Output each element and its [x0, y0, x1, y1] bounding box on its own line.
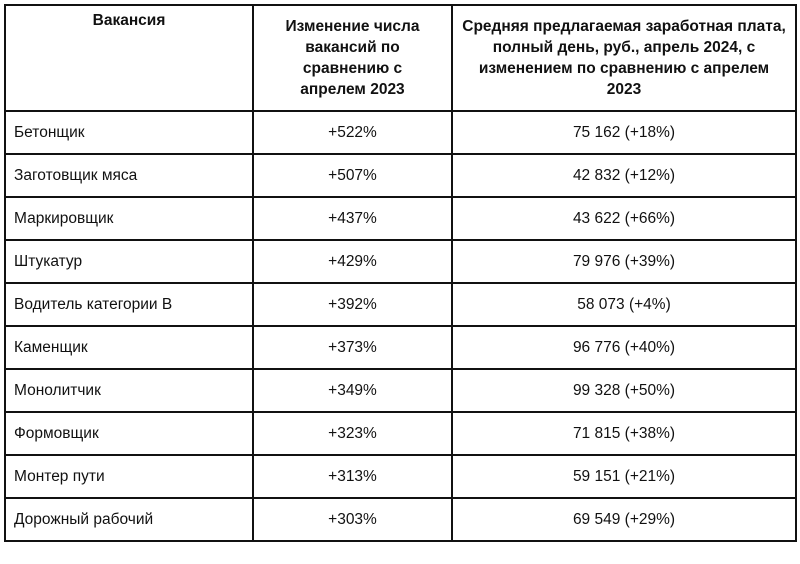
salary-value: 99 328 (+50%): [451, 368, 797, 413]
salary-value: 71 815 (+38%): [451, 411, 797, 456]
vacancy-name: Монолитчик: [4, 368, 254, 413]
vacancy-name: Маркировщик: [4, 196, 254, 241]
vacancy-name: Штукатур: [4, 239, 254, 284]
vacancy-change: +303%: [252, 497, 453, 542]
table-row: Маркировщик +437% 43 622 (+66%): [4, 196, 797, 241]
vacancy-change: +429%: [252, 239, 453, 284]
header-vacancy-change: Изменение числа вакансий по сравнению с …: [252, 4, 453, 112]
vacancy-change: +349%: [252, 368, 453, 413]
vacancy-name: Дорожный рабочий: [4, 497, 254, 542]
vacancy-name: Монтер пути: [4, 454, 254, 499]
salary-value: 42 832 (+12%): [451, 153, 797, 198]
vacancy-name: Каменщик: [4, 325, 254, 370]
vacancy-name: Формовщик: [4, 411, 254, 456]
table-row: Монтер пути +313% 59 151 (+21%): [4, 454, 797, 499]
vacancy-name: Бетонщик: [4, 110, 254, 155]
salary-value: 69 549 (+29%): [451, 497, 797, 542]
salary-value: 75 162 (+18%): [451, 110, 797, 155]
vacancy-change: +437%: [252, 196, 453, 241]
salary-value: 59 151 (+21%): [451, 454, 797, 499]
header-salary: Средняя предлагаемая заработная плата, п…: [451, 4, 797, 112]
table-row: Штукатур +429% 79 976 (+39%): [4, 239, 797, 284]
salary-value: 79 976 (+39%): [451, 239, 797, 284]
salary-value: 43 622 (+66%): [451, 196, 797, 241]
table-row: Заготовщик мяса +507% 42 832 (+12%): [4, 153, 797, 198]
vacancy-change: +522%: [252, 110, 453, 155]
table-row: Формовщик +323% 71 815 (+38%): [4, 411, 797, 456]
vacancy-change: +392%: [252, 282, 453, 327]
vacancy-name: Заготовщик мяса: [4, 153, 254, 198]
header-row: Вакансия Изменение числа вакансий по сра…: [4, 4, 797, 112]
salary-value: 58 073 (+4%): [451, 282, 797, 327]
table-row: Дорожный рабочий +303% 69 549 (+29%): [4, 497, 797, 542]
vacancy-name: Водитель категории В: [4, 282, 254, 327]
vacancy-change: +323%: [252, 411, 453, 456]
table-row: Каменщик +373% 96 776 (+40%): [4, 325, 797, 370]
table-row: Бетонщик +522% 75 162 (+18%): [4, 110, 797, 155]
vacancy-change: +373%: [252, 325, 453, 370]
table-row: Водитель категории В +392% 58 073 (+4%): [4, 282, 797, 327]
table-row: Монолитчик +349% 99 328 (+50%): [4, 368, 797, 413]
vacancies-table: Вакансия Изменение числа вакансий по сра…: [4, 4, 797, 542]
header-vacancy: Вакансия: [4, 4, 254, 112]
vacancy-change: +313%: [252, 454, 453, 499]
vacancy-change: +507%: [252, 153, 453, 198]
salary-value: 96 776 (+40%): [451, 325, 797, 370]
